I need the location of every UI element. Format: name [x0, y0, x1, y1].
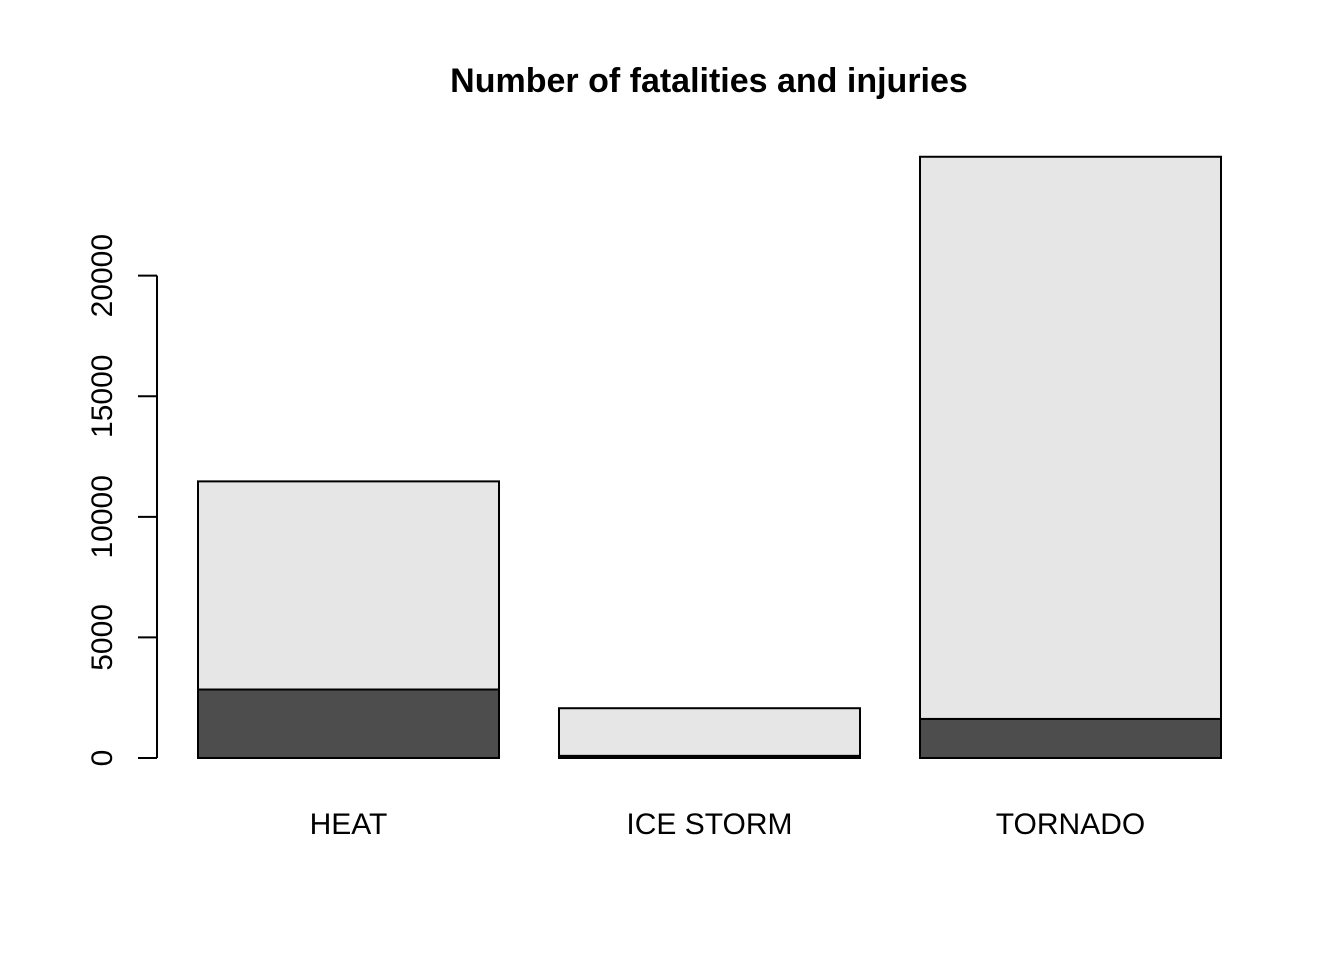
bar-segment-1 [558, 707, 861, 757]
y-tick-label: 10000 [86, 475, 119, 558]
bar-segment-0 [919, 717, 1222, 760]
x-category-label: ICE STORM [626, 808, 792, 841]
x-category-label: TORNADO [996, 808, 1145, 841]
y-tick-label: 0 [86, 750, 119, 767]
y-tick-label: 5000 [86, 604, 119, 671]
chart-title: Number of fatalities and injuries [450, 62, 968, 100]
bar-segment-1 [197, 480, 500, 691]
y-tick-label: 15000 [86, 355, 119, 438]
x-category-label: HEAT [310, 808, 388, 841]
bar-segment-1 [919, 155, 1222, 720]
bar-segment-0 [197, 688, 500, 759]
y-axis: 0 5000 10000 15000 20000 [86, 234, 158, 767]
bars [197, 155, 1222, 760]
x-axis-labels: HEAT ICE STORM TORNADO [310, 808, 1146, 841]
y-tick-label: 20000 [86, 234, 119, 317]
